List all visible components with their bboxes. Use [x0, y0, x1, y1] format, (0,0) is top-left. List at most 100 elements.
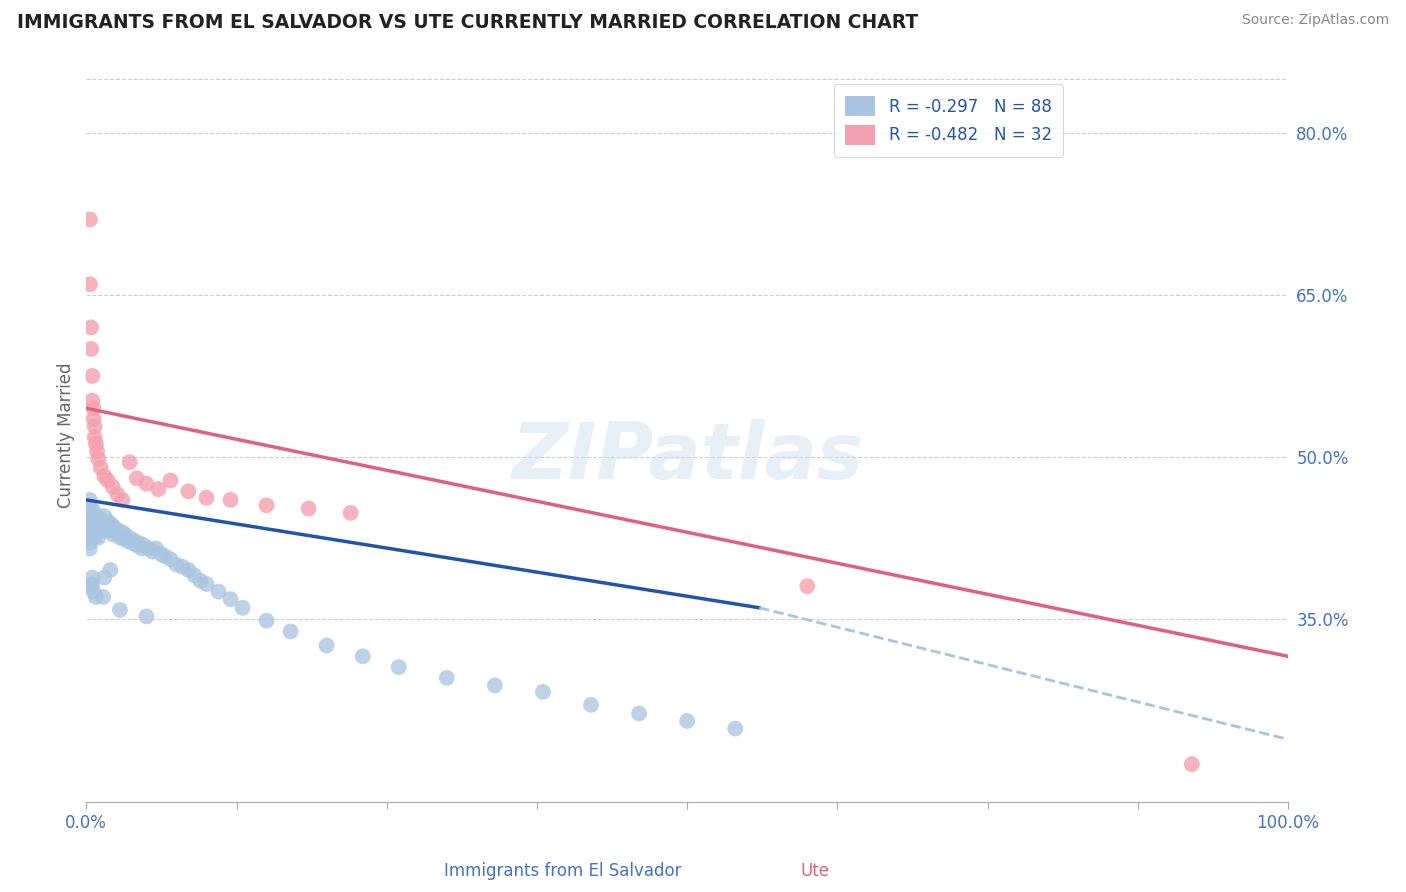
- Point: [98, 563, 121, 577]
- Text: IMMIGRANTS FROM EL SALVADOR VS UTE CURRENTLY MARRIED CORRELATION CHART: IMMIGRANTS FROM EL SALVADOR VS UTE CURRE…: [17, 13, 918, 32]
- Point: [339, 506, 361, 520]
- Point: [159, 552, 181, 566]
- Point: [388, 660, 411, 674]
- Point: [98, 516, 121, 531]
- Point: [79, 525, 101, 540]
- Point: [83, 509, 105, 524]
- Point: [79, 277, 101, 292]
- Point: [84, 590, 107, 604]
- Point: [87, 525, 110, 540]
- Point: [97, 474, 120, 488]
- Point: [131, 541, 153, 556]
- Point: [83, 412, 105, 426]
- Point: [80, 579, 103, 593]
- Point: [149, 547, 172, 561]
- Text: Source: ZipAtlas.com: Source: ZipAtlas.com: [1241, 13, 1389, 28]
- Point: [111, 492, 134, 507]
- Point: [108, 603, 131, 617]
- Point: [297, 501, 319, 516]
- Legend: R = -0.297   N = 88, R = -0.482   N = 32: R = -0.297 N = 88, R = -0.482 N = 32: [834, 84, 1063, 156]
- Point: [125, 538, 148, 552]
- Point: [195, 491, 218, 505]
- Point: [352, 649, 374, 664]
- Point: [177, 563, 200, 577]
- Point: [128, 536, 150, 550]
- Point: [83, 520, 105, 534]
- Point: [148, 482, 170, 496]
- Point: [93, 509, 115, 524]
- Point: [108, 531, 131, 545]
- Point: [87, 531, 110, 545]
- Point: [83, 430, 105, 444]
- Point: [83, 401, 105, 416]
- Text: ZIPatlas: ZIPatlas: [510, 419, 863, 495]
- Point: [84, 512, 107, 526]
- Point: [103, 520, 125, 534]
- Point: [107, 487, 129, 501]
- Point: [101, 527, 124, 541]
- Point: [79, 515, 101, 529]
- Point: [531, 685, 554, 699]
- Point: [315, 639, 337, 653]
- Point: [79, 541, 101, 556]
- Point: [135, 609, 157, 624]
- Point: [159, 474, 181, 488]
- Point: [183, 568, 205, 582]
- Point: [93, 469, 115, 483]
- Point: [87, 452, 110, 467]
- Point: [484, 678, 506, 692]
- Point: [145, 541, 167, 556]
- Point: [138, 541, 160, 556]
- Point: [79, 536, 101, 550]
- Point: [90, 515, 112, 529]
- Point: [83, 584, 105, 599]
- Point: [579, 698, 602, 712]
- Point: [190, 574, 212, 588]
- Point: [86, 444, 108, 458]
- Point: [83, 520, 105, 534]
- Point: [79, 504, 101, 518]
- Point: [132, 538, 155, 552]
- Point: [256, 614, 278, 628]
- Point: [796, 579, 818, 593]
- Point: [207, 584, 229, 599]
- Point: [83, 509, 105, 524]
- Point: [125, 471, 148, 485]
- Point: [121, 536, 143, 550]
- Point: [135, 476, 157, 491]
- Point: [105, 525, 128, 540]
- Point: [79, 520, 101, 534]
- Point: [107, 523, 129, 537]
- Point: [83, 525, 105, 540]
- Point: [82, 368, 104, 383]
- Point: [80, 342, 103, 356]
- Point: [90, 460, 112, 475]
- Point: [87, 515, 110, 529]
- Point: [84, 437, 107, 451]
- Point: [118, 455, 141, 469]
- Point: [628, 706, 651, 721]
- Point: [83, 504, 105, 518]
- Point: [82, 577, 104, 591]
- Point: [219, 492, 242, 507]
- Y-axis label: Currently Married: Currently Married: [58, 362, 75, 508]
- Point: [111, 525, 134, 540]
- Point: [172, 559, 194, 574]
- Point: [97, 515, 120, 529]
- Point: [219, 592, 242, 607]
- Point: [100, 523, 122, 537]
- Point: [79, 509, 101, 524]
- Point: [124, 533, 146, 548]
- Point: [90, 520, 112, 534]
- Point: [79, 212, 101, 227]
- Point: [115, 533, 138, 548]
- Point: [83, 515, 105, 529]
- Text: Immigrants from El Salvador: Immigrants from El Salvador: [444, 863, 681, 880]
- Point: [165, 558, 187, 572]
- Point: [82, 571, 104, 585]
- Point: [724, 722, 747, 736]
- Point: [112, 531, 135, 545]
- Point: [280, 624, 302, 639]
- Point: [195, 577, 218, 591]
- Point: [114, 527, 136, 541]
